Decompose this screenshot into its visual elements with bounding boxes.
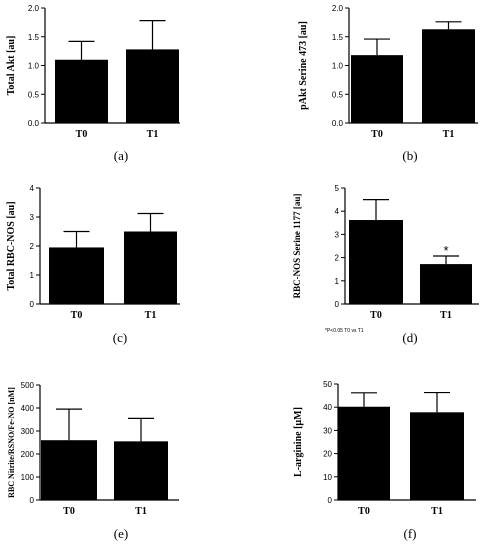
panel-label: (c) [113, 330, 127, 345]
panel-5: T0 T1 0 100 200 300 400 500 RBC Nitrite/RSNO/Fe-… [7, 381, 179, 541]
y-tick-label: 2.0 [332, 4, 344, 13]
category-label: T0 [71, 310, 83, 321]
y-tick-label: 10 [323, 473, 332, 482]
y-tick-label: 20 [323, 450, 332, 459]
bar-t0 [55, 59, 108, 123]
bar-t1 [420, 264, 472, 304]
category-label: T1 [145, 310, 157, 321]
y-tick-label: 4 [30, 184, 35, 193]
panel-1: T0 T1 0.0 0.5 1.0 1.5 2.0 Total Akt [au] (a) [6, 4, 180, 163]
y-tick-label: 5 [335, 184, 340, 193]
panel-6: T0 T1 0 10 20 30 40 50 L-arginine [µM] (f) [293, 380, 476, 541]
y-axis-label: RBC-NOS Serine 1177 [au] [292, 194, 302, 299]
y-tick-label: 2 [335, 254, 340, 263]
category-label: T0 [76, 129, 88, 140]
bar-t1 [124, 231, 177, 304]
bar-t1 [422, 29, 475, 123]
panel-label: (f) [404, 526, 417, 541]
category-label: T1 [431, 506, 443, 517]
y-tick-label: 1 [335, 277, 340, 286]
y-tick-label: 2.0 [28, 4, 40, 13]
y-tick-label: 4 [335, 207, 340, 216]
category-label: T0 [371, 129, 383, 140]
category-label: T1 [440, 310, 452, 321]
y-tick-label: 0 [335, 300, 340, 309]
significance-note: *P<0.05 T0 vs T1 [325, 328, 364, 334]
bar-t1 [126, 49, 179, 123]
category-label: T0 [370, 310, 382, 321]
y-axis-label: pAkt Serine 473 [au] [298, 21, 309, 110]
y-tick-label: 1.5 [28, 33, 40, 42]
y-tick-label: 50 [323, 380, 332, 389]
y-tick-label: 100 [21, 473, 35, 482]
bar-t0 [351, 55, 403, 123]
bar-t0 [349, 220, 403, 304]
y-tick-label: 0 [30, 300, 35, 309]
panel-3: T0 T1 0 1 2 3 4 Total RBC-NOS [au] (c) [6, 184, 180, 345]
y-tick-label: 1.0 [332, 62, 344, 71]
bar-t1 [410, 412, 464, 500]
y-tick-label: 30 [323, 426, 332, 435]
y-tick-label: 40 [323, 403, 332, 412]
y-tick-label: 2 [30, 242, 35, 251]
bar-t0 [49, 247, 104, 304]
y-tick-label: 0 [30, 496, 35, 505]
y-tick-label: 500 [21, 381, 35, 390]
y-tick-label: 1.0 [28, 62, 40, 71]
y-tick-label: 3 [30, 213, 35, 222]
y-tick-label: 1 [30, 271, 35, 280]
y-tick-label: 200 [21, 450, 35, 459]
category-label: T1 [443, 129, 455, 140]
y-tick-label: 0.5 [28, 90, 40, 99]
y-tick-label: 300 [21, 427, 35, 436]
y-tick-label: 0 [328, 496, 333, 505]
y-axis-label: RBC Nitrite/RSNO/Fe-NO [nM] [7, 387, 16, 498]
panel-label: (e) [114, 526, 128, 541]
y-tick-label: 3 [335, 230, 340, 239]
significance-marker: * [443, 243, 448, 258]
panel-label: (b) [402, 148, 417, 163]
bar-t0 [338, 406, 390, 500]
y-tick-label: 400 [21, 404, 35, 413]
y-axis-label: Total RBC-NOS [au] [6, 201, 17, 290]
y-tick-label: 0.0 [28, 119, 40, 128]
category-label: T0 [63, 506, 75, 517]
panel-4: T0 T1 0 1 2 3 4 5 RBC-NOS Serine 1177 [au] * *P<0.… [292, 184, 479, 345]
bar-t0 [41, 440, 97, 500]
y-tick-label: 1.5 [332, 33, 344, 42]
y-axis-label: Total Akt [au] [6, 36, 17, 96]
category-label: T1 [135, 506, 147, 517]
panel-label: (a) [114, 148, 128, 163]
y-tick-label: 0.0 [332, 119, 344, 128]
category-label: T0 [358, 506, 370, 517]
panel-label: (d) [402, 330, 417, 345]
y-tick-label: 0.5 [332, 90, 344, 99]
y-axis-label: L-arginine [µM] [293, 407, 304, 477]
panel-2: T0 T1 0.0 0.5 1.0 1.5 2.0 pAkt Serine 473 [au] (… [298, 4, 478, 163]
bar-t1 [114, 441, 168, 500]
category-label: T1 [147, 129, 159, 140]
